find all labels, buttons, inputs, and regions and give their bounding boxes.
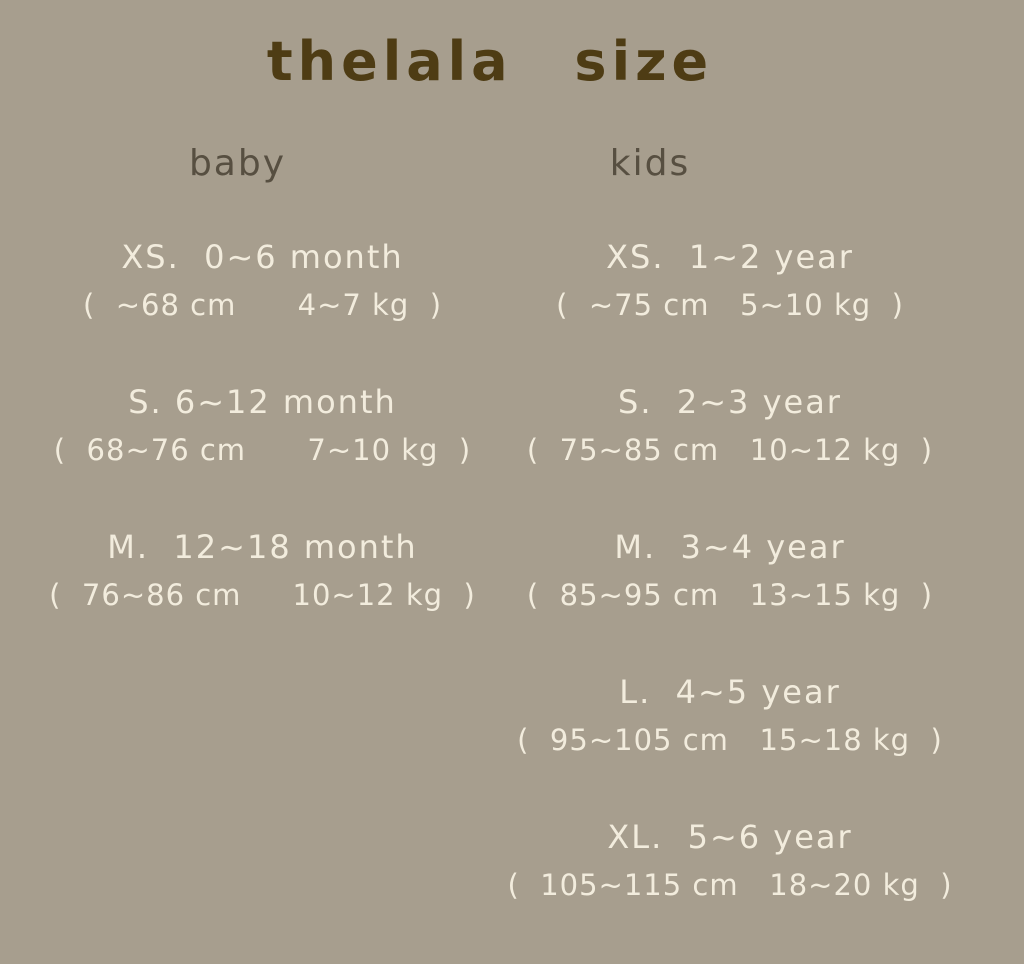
size-age-line: S. 6~12 month (128, 383, 397, 421)
kids-size-entry-s: S. 2~3 year ( 75~85 cm 10~12 kg ) (495, 386, 965, 531)
kids-column-header: kids (609, 143, 691, 184)
size-age-line: L. 4~5 year (619, 673, 841, 711)
kids-size-entry-m: M. 3~4 year ( 85~95 cm 13~15 kg ) (495, 531, 965, 676)
kids-size-entry-xl: XL. 5~6 year ( 105~115 cm 18~20 kg ) (495, 821, 965, 964)
height-weight-line: ( 95~105 cm 15~18 kg ) (517, 723, 943, 757)
baby-column-header: baby (188, 143, 287, 184)
kids-size-entry-l: L. 4~5 year ( 95~105 cm 15~18 kg ) (495, 676, 965, 821)
size-columns: baby XS. 0~6 month ( ~68 cm 4~7 kg ) S. … (0, 143, 1024, 964)
size-age-line: M. 12~18 month (107, 528, 418, 566)
page-title: thelala size (266, 30, 714, 93)
baby-column: baby XS. 0~6 month ( ~68 cm 4~7 kg ) S. … (30, 143, 495, 964)
height-weight-line: ( 105~115 cm 18~20 kg ) (507, 868, 953, 902)
size-chart-page: thelala size baby XS. 0~6 month ( ~68 cm… (0, 30, 1024, 964)
size-age-line: XL. 5~6 year (607, 818, 853, 856)
height-weight-line: ( 76~86 cm 10~12 kg ) (49, 578, 476, 612)
height-weight-line: ( 68~76 cm 7~10 kg ) (53, 433, 472, 467)
baby-size-entry-xs: XS. 0~6 month ( ~68 cm 4~7 kg ) (30, 241, 495, 386)
height-weight-line: ( ~68 cm 4~7 kg ) (82, 288, 443, 322)
baby-size-entry-m: M. 12~18 month ( 76~86 cm 10~12 kg ) (30, 531, 495, 676)
height-weight-line: ( 75~85 cm 10~12 kg ) (526, 433, 934, 467)
height-weight-line: ( 85~95 cm 13~15 kg ) (526, 578, 934, 612)
kids-column: kids XS. 1~2 year ( ~75 cm 5~10 kg ) S. … (495, 143, 965, 964)
baby-size-entry-s: S. 6~12 month ( 68~76 cm 7~10 kg ) (30, 386, 495, 531)
size-age-line: M. 3~4 year (614, 528, 846, 566)
size-age-line: XS. 1~2 year (606, 238, 854, 276)
size-age-line: S. 2~3 year (618, 383, 842, 421)
kids-size-entry-xs: XS. 1~2 year ( ~75 cm 5~10 kg ) (495, 241, 965, 386)
height-weight-line: ( ~75 cm 5~10 kg ) (556, 288, 904, 322)
size-age-line: XS. 0~6 month (121, 238, 404, 276)
